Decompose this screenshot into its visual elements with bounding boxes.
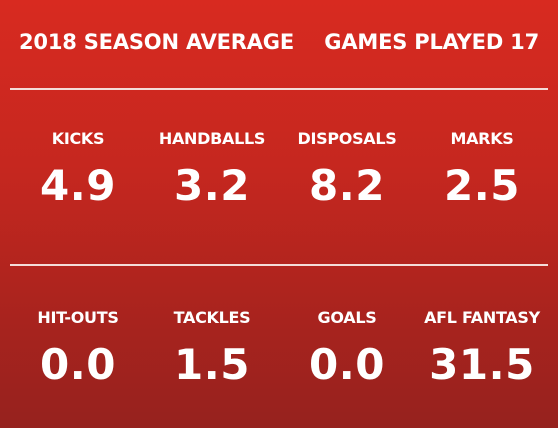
stat-value: 0.0 xyxy=(40,340,116,389)
stat-label: HIT-OUTS xyxy=(37,308,119,327)
stat-label: GOALS xyxy=(317,308,377,327)
stat-goals: GOALS 0.0 xyxy=(279,307,415,390)
games-played-label: GAMES PLAYED 17 xyxy=(324,30,539,54)
stat-label: HANDBALLS xyxy=(158,129,266,148)
stat-value: 8.2 xyxy=(309,161,385,210)
stat-label: KICKS xyxy=(51,129,105,148)
top-divider xyxy=(10,88,548,90)
stat-handballs: HANDBALLS 3.2 xyxy=(144,128,280,211)
stat-value: 31.5 xyxy=(429,340,535,389)
stat-label: DISPOSALS xyxy=(297,129,397,148)
middle-divider xyxy=(10,264,548,266)
stat-value: 4.9 xyxy=(40,161,116,210)
stat-kicks: KICKS 4.9 xyxy=(10,128,146,211)
stat-label: AFL FANTASY xyxy=(424,308,540,327)
card-header: 2018 SEASON AVERAGE GAMES PLAYED 17 xyxy=(0,30,558,64)
stat-value: 1.5 xyxy=(174,340,250,389)
stat-hit-outs: HIT-OUTS 0.0 xyxy=(10,307,146,390)
stat-afl-fantasy: AFL FANTASY 31.5 xyxy=(414,307,550,390)
stats-row-1: KICKS 4.9 HANDBALLS 3.2 DISPOSALS 8.2 MA… xyxy=(0,128,558,228)
stats-row-2: HIT-OUTS 0.0 TACKLES 1.5 GOALS 0.0 AFL F… xyxy=(0,307,558,407)
stat-value: 3.2 xyxy=(174,161,250,210)
stat-label: MARKS xyxy=(450,129,514,148)
stat-tackles: TACKLES 1.5 xyxy=(144,307,280,390)
stat-marks: MARKS 2.5 xyxy=(414,128,550,211)
stat-disposals: DISPOSALS 8.2 xyxy=(279,128,415,211)
season-average-title: 2018 SEASON AVERAGE xyxy=(19,30,294,54)
stat-value: 2.5 xyxy=(444,161,520,210)
stat-label: TACKLES xyxy=(173,308,251,327)
stat-value: 0.0 xyxy=(309,340,385,389)
